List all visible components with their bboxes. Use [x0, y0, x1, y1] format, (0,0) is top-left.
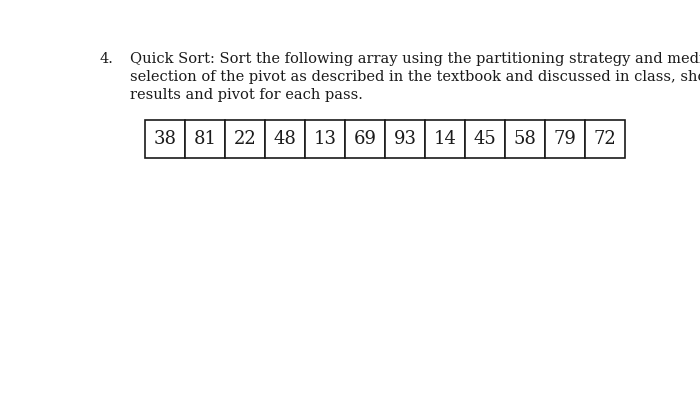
Text: 22: 22 [234, 130, 256, 148]
Text: 4.: 4. [100, 52, 114, 66]
Text: 38: 38 [153, 130, 176, 148]
Bar [465, 120, 505, 158]
Bar [505, 120, 545, 158]
Bar [545, 120, 585, 158]
Bar [185, 120, 225, 158]
Text: 45: 45 [474, 130, 496, 148]
Text: 93: 93 [393, 130, 416, 148]
Bar [305, 120, 345, 158]
Bar [585, 120, 625, 158]
Bar [425, 120, 465, 158]
Text: Quick Sort: Sort the following array using the partitioning strategy and median-: Quick Sort: Sort the following array usi… [130, 52, 700, 66]
Bar [385, 120, 425, 158]
Text: 58: 58 [514, 130, 536, 148]
Text: 48: 48 [274, 130, 296, 148]
Bar [345, 120, 385, 158]
Bar [225, 120, 265, 158]
Text: 14: 14 [433, 130, 456, 148]
Text: 72: 72 [594, 130, 617, 148]
Text: 79: 79 [554, 130, 576, 148]
Text: selection of the pivot as described in the textbook and discussed in class, show: selection of the pivot as described in t… [130, 70, 700, 84]
Text: results and pivot for each pass.: results and pivot for each pass. [130, 88, 363, 102]
Bar [265, 120, 305, 158]
Text: 13: 13 [314, 130, 337, 148]
Bar [145, 120, 185, 158]
Text: 81: 81 [193, 130, 216, 148]
Text: 69: 69 [354, 130, 377, 148]
